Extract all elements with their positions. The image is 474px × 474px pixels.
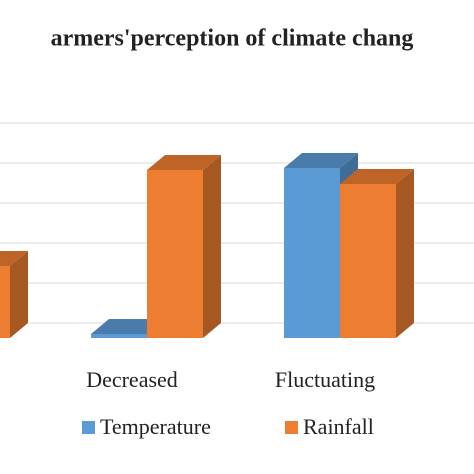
bar-side [10, 251, 28, 338]
bar [91, 334, 147, 338]
bar [147, 170, 203, 338]
legend-swatch [285, 421, 298, 434]
bar-top [340, 169, 414, 184]
bar [0, 266, 10, 338]
legend-swatch [82, 421, 95, 434]
bar-top [284, 153, 358, 168]
bar-side [203, 155, 221, 338]
bar-top [147, 155, 221, 170]
bar [340, 184, 396, 338]
legend-label: Temperature [100, 414, 211, 439]
bar-side [396, 169, 414, 338]
x-tick-label: Decreased [86, 367, 178, 392]
chart-title: armers'perception of climate chang [51, 26, 414, 52]
x-tick-label: Fluctuating [275, 367, 375, 392]
legend-label: Rainfall [303, 414, 374, 439]
bar-top [91, 319, 165, 334]
bar-top [0, 251, 28, 266]
bar [284, 168, 340, 338]
